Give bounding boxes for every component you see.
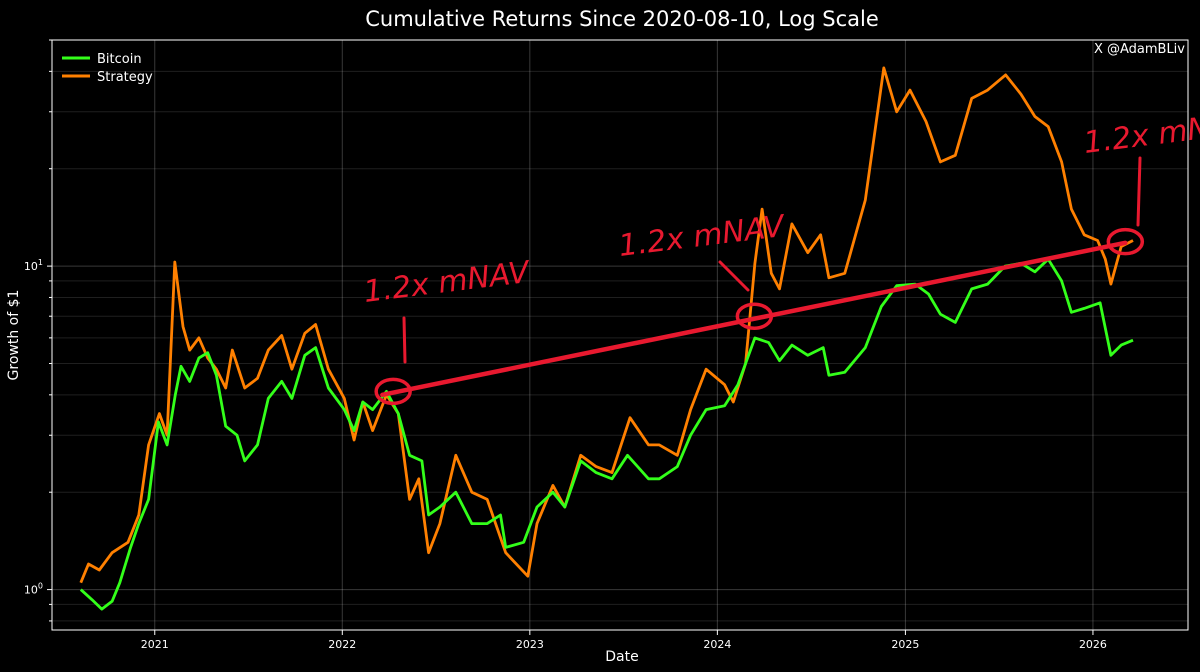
- plot-frame: [51, 39, 1189, 631]
- annotation-pointer: [718, 260, 750, 292]
- x-tick-label: 2024: [703, 638, 731, 651]
- x-axis-label: Date: [605, 649, 638, 665]
- y-tick-exponent: 0: [38, 582, 43, 591]
- annotation-circle: [1106, 227, 1145, 256]
- x-tick-label: 2023: [516, 638, 544, 651]
- annotation-pointer: [1136, 156, 1142, 227]
- credit-label: X @AdamBLiv: [1094, 42, 1185, 57]
- y-tick-base: 10: [24, 584, 38, 597]
- annotation-label: 1.2x mNN: [1082, 108, 1200, 161]
- legend-label-bitcoin: Bitcoin: [97, 52, 142, 67]
- annotation-circle: [374, 377, 412, 406]
- x-tick-label: 2021: [141, 638, 169, 651]
- grid-lines: [52, 39, 1188, 630]
- y-tick-exponent: 1: [38, 258, 43, 267]
- legend: Bitcoin Strategy: [62, 52, 153, 85]
- series-lines: [79, 66, 1134, 611]
- y-tick-label: 100: [24, 582, 43, 597]
- y-tick-base: 10: [24, 260, 38, 273]
- x-tick-label: 2022: [328, 638, 356, 651]
- legend-label-strategy: Strategy: [97, 70, 153, 85]
- x-tick-label: 2026: [1079, 638, 1107, 651]
- annotation-circle: [735, 302, 774, 330]
- annotation-label: 1.2x mNAV: [362, 255, 534, 310]
- series-line-bitcoin: [79, 257, 1134, 611]
- x-tick-label: 2025: [891, 638, 919, 651]
- chart-title: Cumulative Returns Since 2020-08-10, Log…: [365, 7, 879, 31]
- annotation-label: 1.2x mNAV: [617, 209, 789, 264]
- y-axis-label: Growth of $1: [6, 290, 22, 381]
- trendline: [380, 240, 1128, 398]
- annotation-pointer: [402, 316, 407, 364]
- series-line-strategy: [79, 66, 1134, 584]
- y-tick-label: 101: [24, 258, 43, 273]
